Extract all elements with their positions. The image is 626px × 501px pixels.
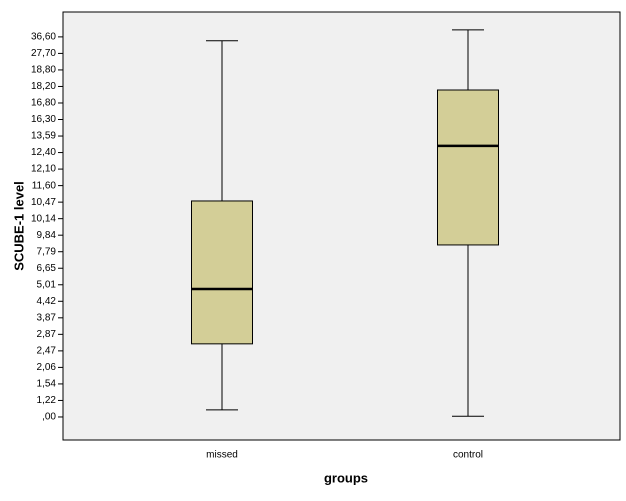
y-tick-label: 2,87 xyxy=(37,329,57,340)
y-tick-label: 4,42 xyxy=(37,296,57,307)
y-tick-label: 16,30 xyxy=(31,114,56,125)
y-tick-label: 1,22 xyxy=(37,395,57,406)
plot-area xyxy=(62,11,621,441)
y-tick-label: 12,10 xyxy=(31,164,56,175)
y-tick-label: 36,60 xyxy=(31,32,56,43)
box xyxy=(191,200,253,345)
y-tick-label: 18,80 xyxy=(31,65,56,76)
y-tick-label: 6,65 xyxy=(37,263,57,274)
y-tick-label: 18,20 xyxy=(31,81,56,92)
y-tick-label: 9,84 xyxy=(37,230,57,241)
y-tick-label: 10,47 xyxy=(31,197,56,208)
y-tick-label: 11,60 xyxy=(32,180,57,191)
x-axis-title: groups xyxy=(324,470,368,485)
y-axis-title: SCUBE-1 level xyxy=(11,181,26,271)
y-tick-label: 2,06 xyxy=(37,362,57,373)
x-tick-label: missed xyxy=(206,450,238,461)
y-tick-label: 10,14 xyxy=(31,213,56,224)
y-tick-label: 5,01 xyxy=(37,279,57,290)
x-tick-label: control xyxy=(453,450,483,461)
y-tick-label: 12,40 xyxy=(31,147,56,158)
y-tick-label: ,00 xyxy=(42,412,56,423)
y-tick-label: 3,87 xyxy=(37,312,57,323)
y-tick-label: 1,54 xyxy=(37,379,57,390)
y-tick-label: 13,59 xyxy=(31,131,56,142)
y-tick-label: 16,80 xyxy=(31,98,56,109)
y-tick-label: 27,70 xyxy=(31,48,56,59)
box xyxy=(437,89,499,246)
y-tick-label: 2,47 xyxy=(37,346,57,357)
y-tick-label: 7,79 xyxy=(37,246,57,257)
